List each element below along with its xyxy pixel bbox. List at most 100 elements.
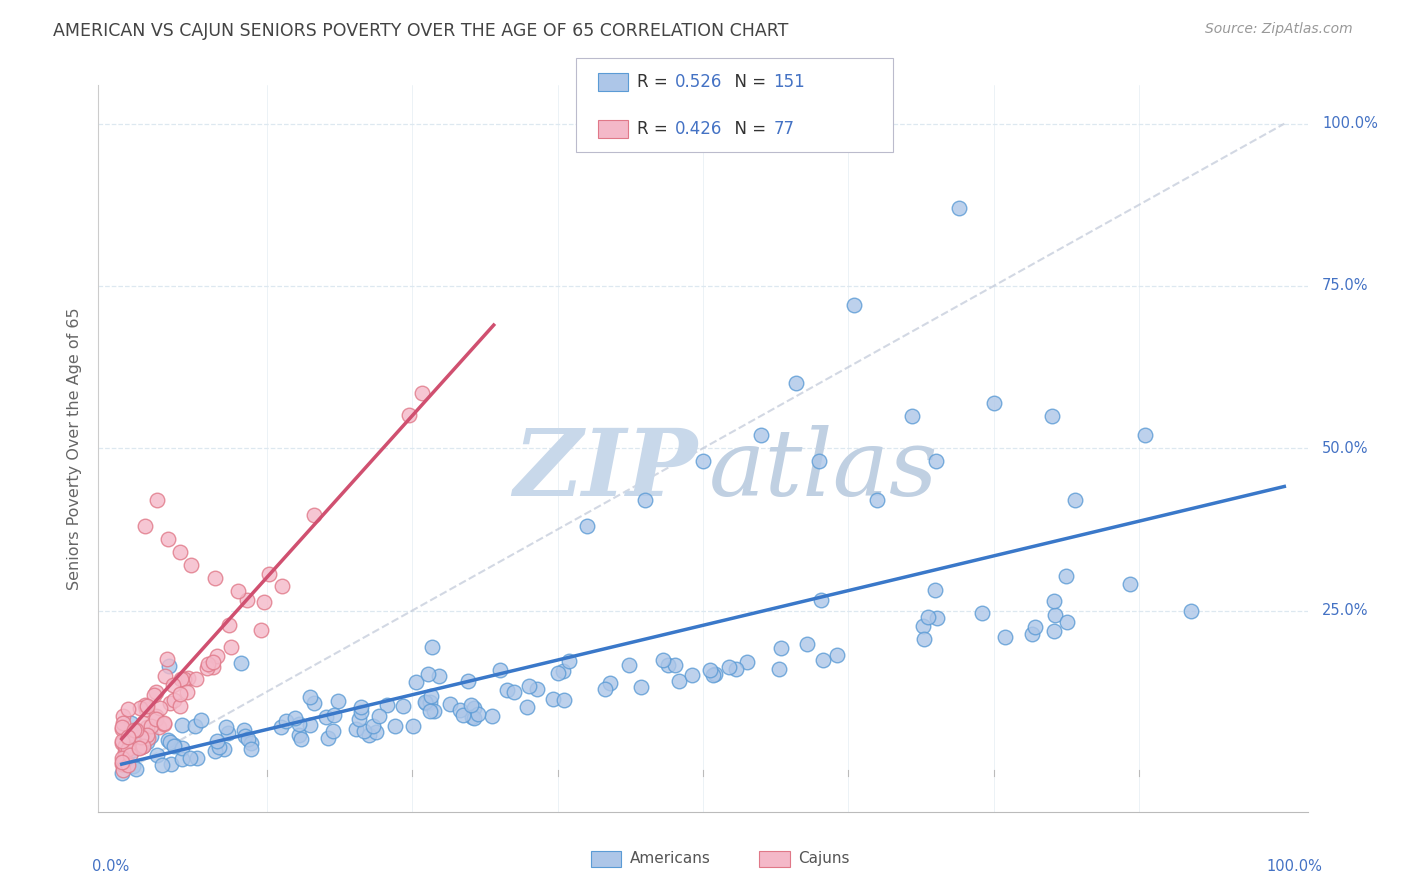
Point xyxy=(172,752,194,766)
Point xyxy=(924,454,946,468)
Point xyxy=(153,717,176,731)
Point xyxy=(288,728,311,742)
Point xyxy=(970,606,993,620)
Point xyxy=(558,654,581,668)
Point xyxy=(349,705,371,719)
Point xyxy=(630,680,652,694)
Point xyxy=(201,660,224,674)
Point xyxy=(111,734,134,748)
Point xyxy=(129,740,152,755)
Point xyxy=(543,692,565,706)
Point xyxy=(226,584,249,599)
Point xyxy=(495,682,517,697)
Text: 100.0%: 100.0% xyxy=(1267,859,1322,874)
Point xyxy=(149,701,172,715)
Point xyxy=(114,745,136,759)
Point xyxy=(111,755,134,769)
Point xyxy=(699,663,721,677)
Point xyxy=(122,759,145,773)
Point xyxy=(143,689,166,703)
Point xyxy=(692,454,714,468)
Text: 25.0%: 25.0% xyxy=(1322,603,1368,618)
Point xyxy=(159,756,181,771)
Point xyxy=(377,698,399,712)
Text: 0.0%: 0.0% xyxy=(93,859,129,874)
Point xyxy=(553,665,575,679)
Point xyxy=(139,729,162,743)
Point xyxy=(322,723,344,738)
Text: ZIP: ZIP xyxy=(513,425,697,515)
Point xyxy=(125,730,148,744)
Point xyxy=(735,655,758,669)
Point xyxy=(184,719,207,733)
Point xyxy=(120,739,142,754)
Point xyxy=(136,720,159,734)
Point xyxy=(129,731,152,745)
Point xyxy=(983,396,1005,410)
Point xyxy=(180,558,202,572)
Point xyxy=(326,693,349,707)
Point xyxy=(415,696,437,710)
Text: 77: 77 xyxy=(773,120,794,138)
Point xyxy=(236,593,259,607)
Point xyxy=(449,703,471,717)
Point xyxy=(363,719,385,733)
Point xyxy=(169,699,191,714)
Point xyxy=(948,201,970,215)
Point xyxy=(368,709,391,723)
Point xyxy=(316,731,339,745)
Point xyxy=(391,699,413,714)
Point xyxy=(111,765,134,780)
Point xyxy=(197,657,219,672)
Point xyxy=(405,674,427,689)
Text: Cajuns: Cajuns xyxy=(799,852,851,866)
Point xyxy=(117,731,139,745)
Point xyxy=(117,758,139,772)
Point xyxy=(236,732,259,747)
Point xyxy=(785,376,807,391)
Text: Source: ZipAtlas.com: Source: ZipAtlas.com xyxy=(1205,22,1353,37)
Point xyxy=(136,728,159,742)
Point xyxy=(124,723,146,738)
Point xyxy=(218,618,240,632)
Point xyxy=(460,709,482,723)
Point xyxy=(146,747,169,762)
Point xyxy=(634,493,657,508)
Point xyxy=(1043,608,1066,623)
Point xyxy=(304,508,326,523)
Point xyxy=(112,708,135,723)
Point xyxy=(125,723,148,737)
Point xyxy=(148,720,170,734)
Point xyxy=(924,582,946,597)
Point xyxy=(111,763,134,777)
Point xyxy=(257,567,280,582)
Point xyxy=(250,623,273,637)
Point xyxy=(121,738,143,752)
Point xyxy=(575,519,598,533)
Point xyxy=(177,671,200,685)
Point xyxy=(416,667,439,681)
Point xyxy=(170,672,193,686)
Point xyxy=(502,685,524,699)
Point xyxy=(366,725,388,739)
Point xyxy=(398,408,420,422)
Point xyxy=(912,632,935,646)
Point xyxy=(176,685,198,699)
Point xyxy=(704,666,727,681)
Point xyxy=(229,656,252,670)
Point xyxy=(217,726,239,740)
Point xyxy=(323,708,346,723)
Point xyxy=(163,738,186,752)
Point xyxy=(350,699,373,714)
Point xyxy=(157,658,180,673)
Point xyxy=(205,734,228,748)
Point xyxy=(170,741,193,756)
Point xyxy=(664,658,686,673)
Point xyxy=(186,751,208,765)
Point xyxy=(1024,620,1046,634)
Point xyxy=(233,730,256,744)
Point xyxy=(270,579,292,593)
Point xyxy=(927,610,949,624)
Text: R =: R = xyxy=(637,73,673,91)
Point xyxy=(111,751,134,765)
